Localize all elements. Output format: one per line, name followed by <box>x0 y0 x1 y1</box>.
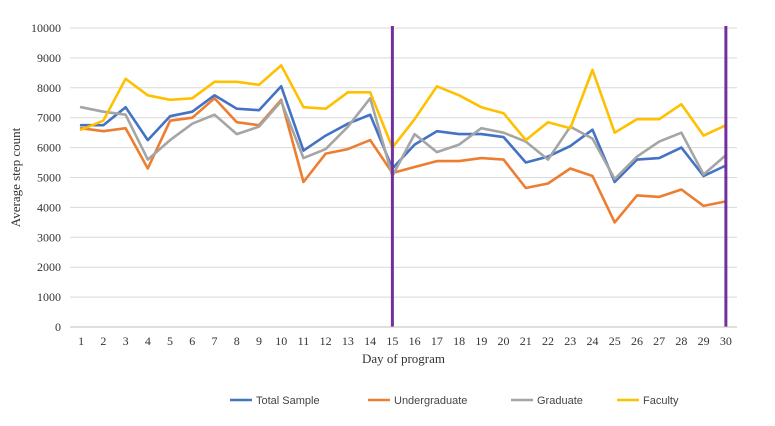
x-tick-label: 30 <box>720 334 732 348</box>
x-tick-label: 24 <box>586 334 598 348</box>
legend-item: Faculty <box>617 395 679 407</box>
x-tick-label: 14 <box>364 334 376 348</box>
legend-label: Undergraduate <box>394 395 467 407</box>
x-tick-label: 26 <box>631 334 643 348</box>
y-axis-title: Average step count <box>8 127 23 227</box>
y-tick-label: 9000 <box>37 51 61 65</box>
x-tick-label: 10 <box>275 334 287 348</box>
x-tick-label: 19 <box>475 334 487 348</box>
x-tick-label: 12 <box>320 334 332 348</box>
vertical-markers <box>390 26 728 327</box>
gridlines <box>70 27 737 298</box>
y-tick-label: 0 <box>55 320 61 334</box>
y-axis-ticks: 0 1000 2000 3000 4000 5000 6000 7000 8000 9000 100… <box>31 21 61 334</box>
legend: Total Sample Undergraduate Graduate Faculty <box>230 395 679 407</box>
x-tick-label: 6 <box>189 334 195 348</box>
x-tick-label: 23 <box>564 334 576 348</box>
x-tick-label: 21 <box>520 334 532 348</box>
x-tick-label: 29 <box>698 334 710 348</box>
x-tick-label: 5 <box>167 334 173 348</box>
x-tick-label: 7 <box>212 334 218 348</box>
x-tick-label: 3 <box>123 334 129 348</box>
x-tick-label: 28 <box>675 334 687 348</box>
y-tick-label: 1000 <box>37 290 61 304</box>
x-tick-label: 2 <box>100 334 106 348</box>
series-lines <box>79 64 728 224</box>
x-tick-label: 4 <box>145 334 151 348</box>
y-tick-label: 3000 <box>37 230 61 244</box>
x-tick-label: 15 <box>386 334 398 348</box>
legend-item: Total Sample <box>230 395 320 407</box>
x-tick-label: 27 <box>653 334 665 348</box>
x-tick-label: 1 <box>78 334 84 348</box>
x-axis-ticks: 1 2 3 4 5 6 7 8 9 10 11 12 13 14 15 16 17 18 19 20 21 22 23 24 2… <box>78 334 732 348</box>
x-tick-label: 20 <box>498 334 510 348</box>
y-tick-label: 7000 <box>37 111 61 125</box>
x-axis-title: Day of program <box>362 351 445 366</box>
legend-label: Faculty <box>643 395 679 407</box>
x-tick-label: 18 <box>453 334 465 348</box>
y-tick-label: 6000 <box>37 141 61 155</box>
y-tick-label: 2000 <box>37 260 61 274</box>
legend-item: Graduate <box>511 395 583 407</box>
y-tick-label: 4000 <box>37 200 61 214</box>
legend-label: Total Sample <box>256 395 320 407</box>
x-tick-label: 17 <box>431 334 443 348</box>
y-tick-label: 5000 <box>37 171 61 185</box>
series-line-graduate <box>79 97 728 181</box>
x-tick-label: 11 <box>298 334 310 348</box>
x-tick-label: 25 <box>609 334 621 348</box>
y-tick-label: 10000 <box>31 21 61 35</box>
y-tick-label: 8000 <box>37 81 61 95</box>
x-tick-label: 22 <box>542 334 554 348</box>
legend-item: Undergraduate <box>368 395 467 407</box>
x-tick-label: 8 <box>234 334 240 348</box>
x-tick-label: 13 <box>342 334 354 348</box>
x-tick-label: 9 <box>256 334 262 348</box>
x-tick-label: 16 <box>409 334 421 348</box>
legend-label: Graduate <box>537 395 583 407</box>
series-line-undergraduate <box>79 97 728 224</box>
series-line-faculty <box>79 64 728 149</box>
